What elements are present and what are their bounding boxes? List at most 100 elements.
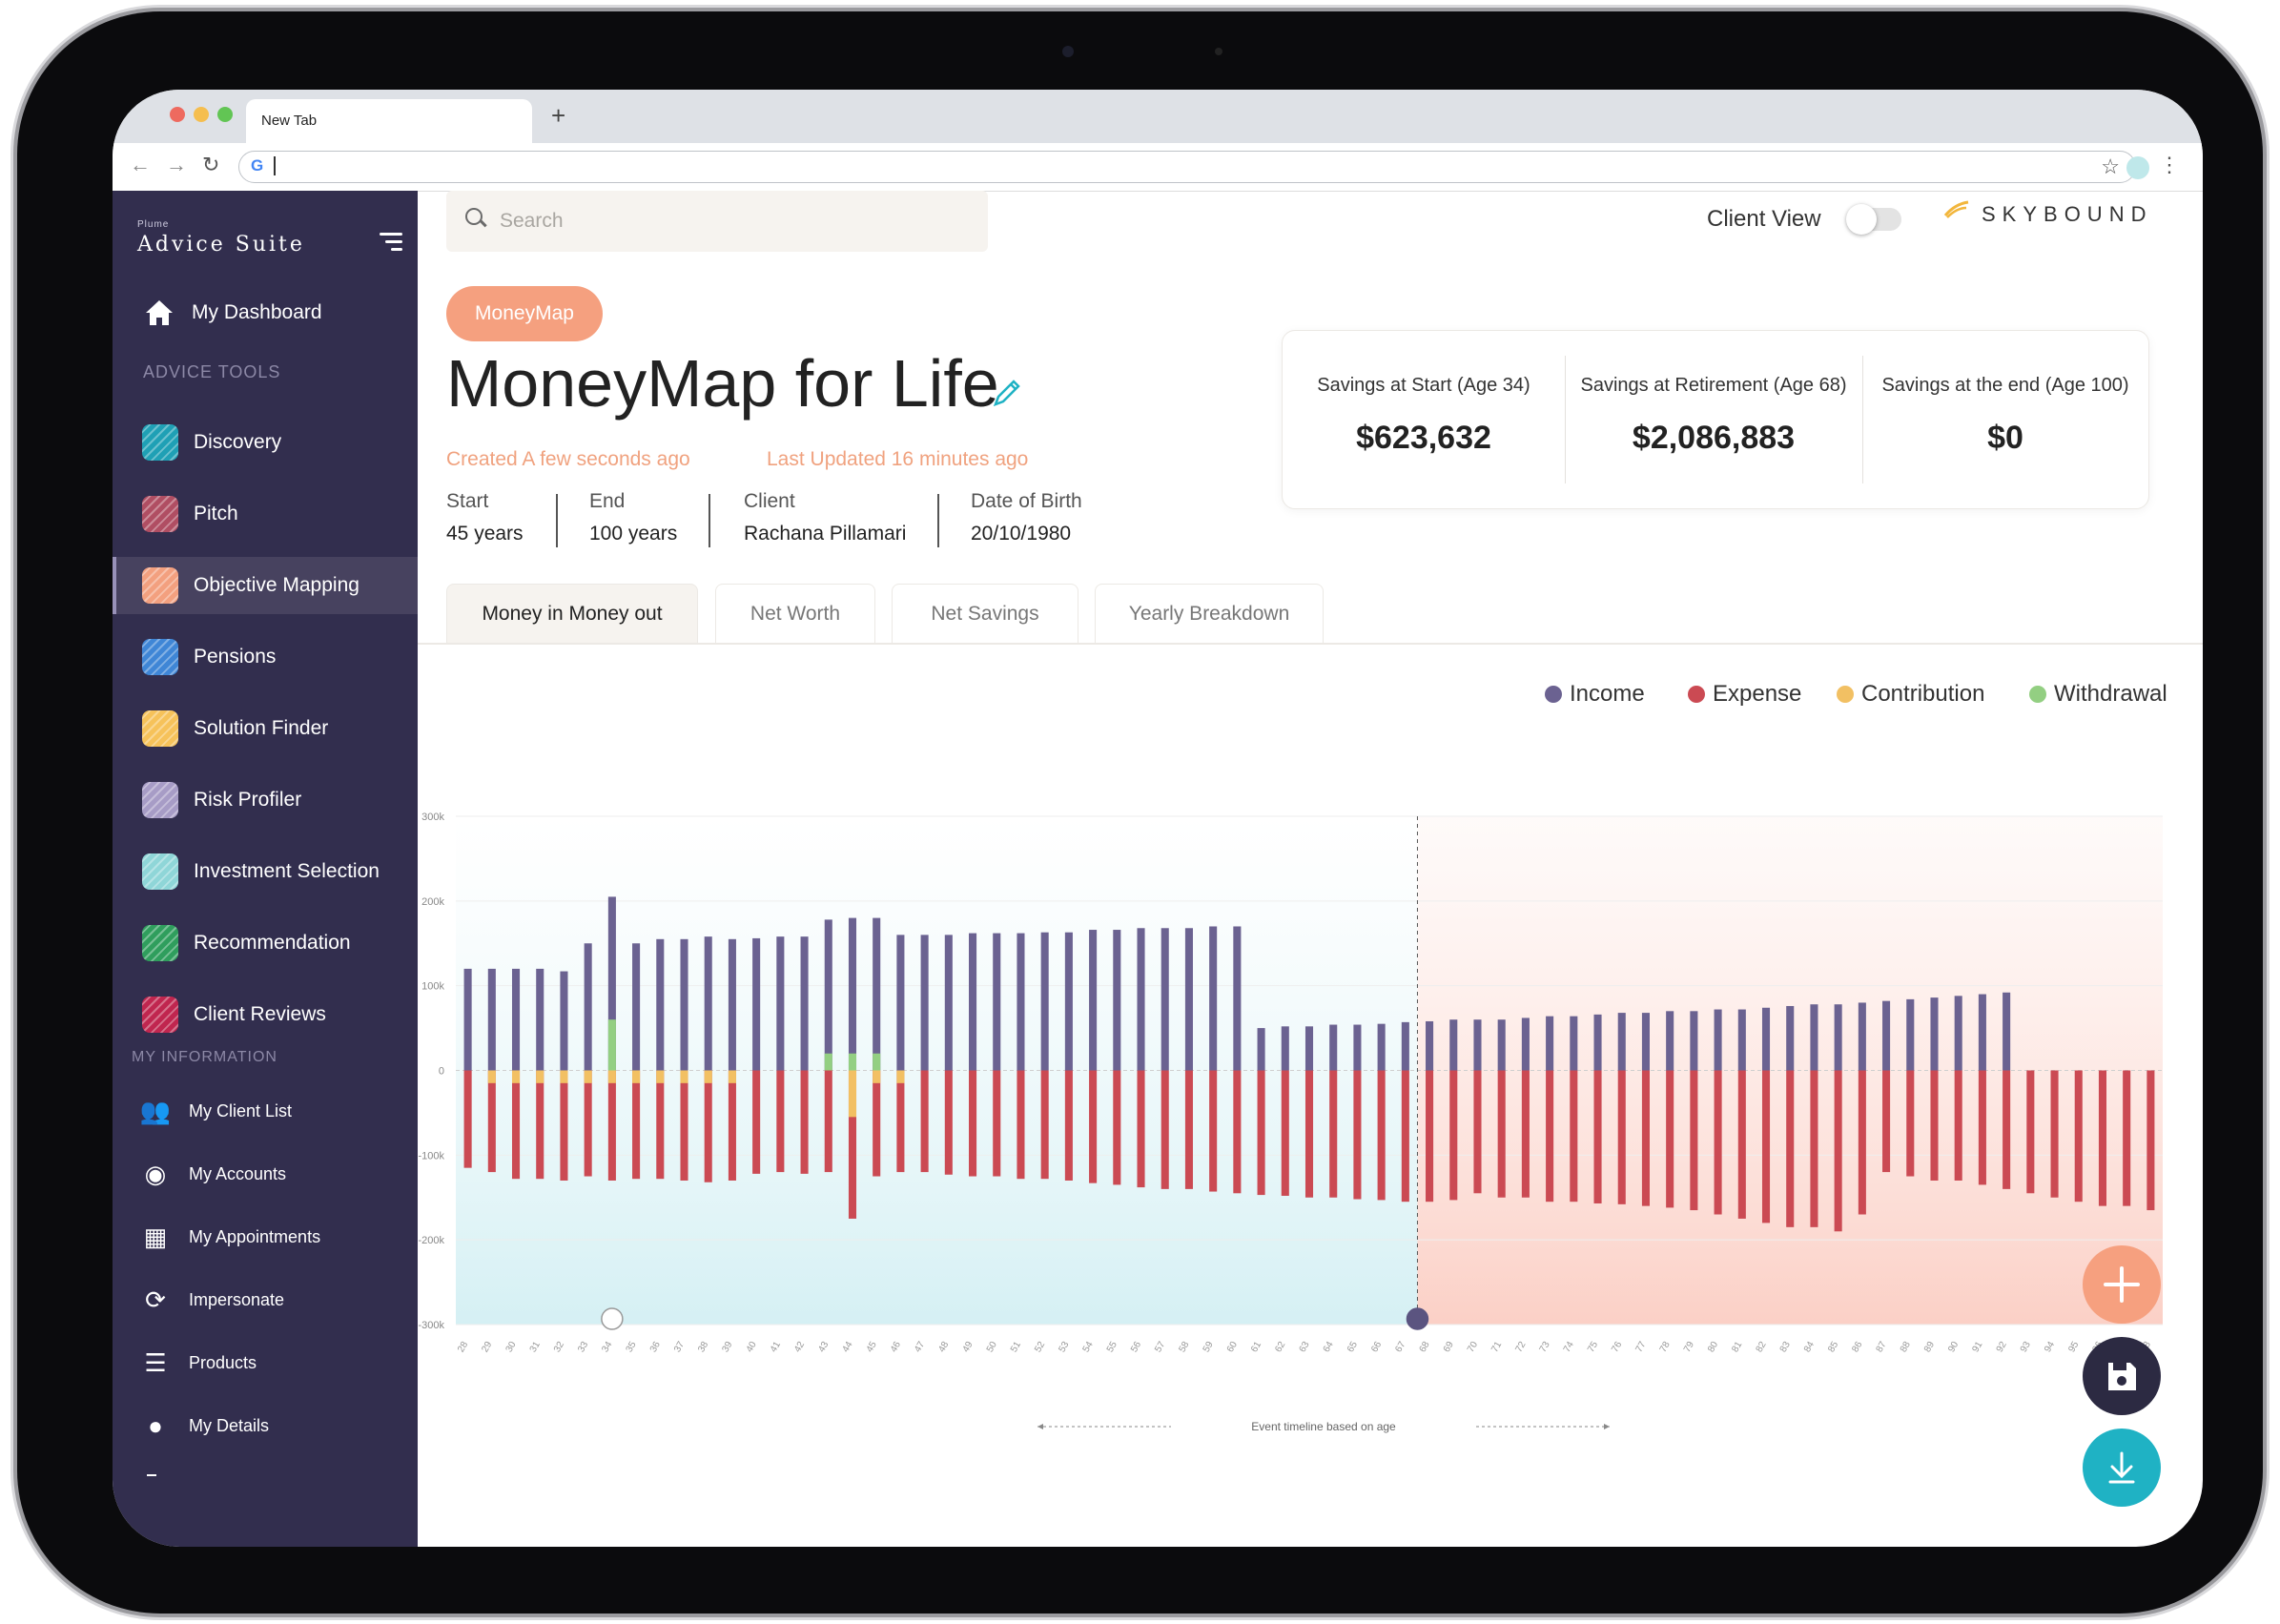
withdrawal-bar [607,1019,616,1071]
tab-net-worth[interactable]: Net Worth [715,584,875,643]
reload-icon[interactable]: ↻ [202,153,220,176]
sidebar-item-appointments[interactable]: ▦ My Appointments [113,1213,418,1261]
close-window-icon[interactable] [170,107,185,122]
legend-withdrawal[interactable]: Withdrawal [2029,681,2167,708]
legend-income[interactable]: Income [1545,681,1645,708]
x-tick-label: 48 [936,1340,951,1355]
search-input[interactable]: Search [446,191,988,252]
back-arrow-icon[interactable]: ← [130,153,151,176]
income-bar [560,971,568,1071]
savings-start: Savings at Start (Age 34) $623,632 [1283,331,1565,508]
sidebar-item-client-list[interactable]: 👥 My Client List [113,1087,418,1135]
sidebar-item-pensions[interactable]: Pensions [113,628,418,686]
tab-money-in-money-out[interactable]: Money in Money out [446,584,698,643]
camera-icon [1062,46,1074,57]
expense-bar [2146,1070,2155,1211]
sidebar-item-label: Products [189,1352,257,1372]
plus-icon[interactable]: + [551,101,566,130]
expense-bar [1281,1070,1289,1196]
client-reviews-tool-icon [142,997,178,1033]
legend-contribution[interactable]: Contribution [1837,681,1984,708]
sidebar-item-pitch[interactable]: Pitch [113,485,418,543]
sidebar-item-investment-selection[interactable]: Investment Selection [113,843,418,900]
download-button[interactable] [2083,1429,2161,1507]
x-tick-label: 64 [1322,1340,1336,1355]
recommendation-tool-icon [142,925,178,961]
app-brand: Advice Suite [137,233,305,257]
income-bar [1690,1011,1698,1071]
expense-bar [1906,1070,1915,1177]
expense-bar [1570,1070,1578,1203]
x-tick-label: 84 [1802,1340,1817,1355]
money-in-out-chart: 300k 200k 100k 0 -100k -200k -300k 28 29 30 31 32 33… [418,812,2163,1433]
minimize-window-icon[interactable] [194,107,209,122]
income-bar [873,917,881,1071]
sidebar-item-label: My Accounts [189,1163,287,1183]
sidebar-item-products[interactable]: ☰ Products [113,1339,418,1387]
income-bar [728,938,736,1071]
risk-profiler-tool-icon [142,782,178,818]
profile-avatar[interactable] [2126,156,2149,179]
x-tick-label: 57 [1153,1340,1167,1355]
address-bar[interactable]: G ☆ [238,151,2136,183]
browser-tab[interactable]: New Tab [246,99,532,143]
menu-toggle-icon[interactable] [380,233,402,256]
expense-bar [656,1070,665,1180]
expense-bar [1761,1070,1771,1223]
sidebar-item-client-reviews[interactable]: Client Reviews [113,986,418,1043]
income-bar [1089,930,1098,1071]
sidebar-item-impersonate[interactable]: ⟳ Impersonate [113,1276,418,1324]
list-icon: ☰ [144,1347,167,1377]
income-bar [1714,1009,1722,1071]
piggy-bank-icon: ◉ [144,1159,167,1188]
google-icon: G [251,156,264,175]
flag-icon [601,1307,624,1330]
user-circle-icon: ● [148,1410,163,1440]
search-placeholder: Search [500,210,564,232]
income-bar [536,968,544,1071]
expense-bar [2074,1070,2083,1203]
sidebar-item-objective-mapping[interactable]: Objective Mapping [113,557,418,614]
income-bar [1521,1018,1530,1071]
sidebar-item-risk-profiler[interactable]: Risk Profiler [113,771,418,829]
sidebar-item-label: Risk Profiler [194,789,302,811]
forward-arrow-icon[interactable]: → [166,153,187,176]
x-tick-label: 32 [552,1340,566,1355]
income-bar [1570,1016,1578,1071]
legend-expense[interactable]: Expense [1688,681,1801,708]
x-tick-label: 47 [913,1340,927,1355]
income-bar [1064,932,1073,1071]
sidebar-item-label: Solution Finder [194,717,329,739]
sidebar-item-recommendation[interactable]: Recommendation [113,915,418,972]
income-bar [1473,1019,1482,1071]
expense-bar [680,1070,688,1181]
income-bar [993,933,1001,1071]
save-button[interactable] [2083,1337,2161,1415]
sidebar-item-solution-finder[interactable]: Solution Finder [113,700,418,757]
sidebar-item-details[interactable]: ● My Details [113,1402,418,1449]
meta-label: Client [744,490,795,512]
tab-net-savings[interactable]: Net Savings [892,584,1078,643]
income-bar [1737,1009,1746,1071]
income-bar [1353,1024,1362,1071]
edit-pencil-icon[interactable] [990,376,1024,410]
moneymap-badge[interactable]: MoneyMap [446,286,603,341]
meta-client: Client Rachana Pillamari [744,490,906,545]
sidebar-item-dashboard[interactable]: My Dashboard [113,284,418,341]
more-menu-icon[interactable]: ⋮ [2159,153,2180,176]
client-view-toggle[interactable] [1846,204,1901,235]
bookmark-star-icon[interactable]: ☆ [2101,154,2120,178]
x-tick-label: 60 [1225,1340,1240,1355]
expense-bar [1040,1070,1049,1180]
x-tick-label: 61 [1249,1340,1263,1355]
savings-summary-card: Savings at Start (Age 34) $623,632 Savin… [1282,330,2149,509]
income-bar [1184,928,1193,1071]
sidebar-item-accounts[interactable]: ◉ My Accounts [113,1150,418,1198]
sidebar-item-discovery[interactable]: Discovery [113,414,418,471]
contribution-bar [704,1070,712,1083]
tab-yearly-breakdown[interactable]: Yearly Breakdown [1095,584,1324,643]
arrow-right-icon [1604,1424,1610,1429]
maximize-window-icon[interactable] [217,107,233,122]
add-button[interactable] [2083,1245,2161,1324]
meta-value: 45 years [446,523,524,545]
